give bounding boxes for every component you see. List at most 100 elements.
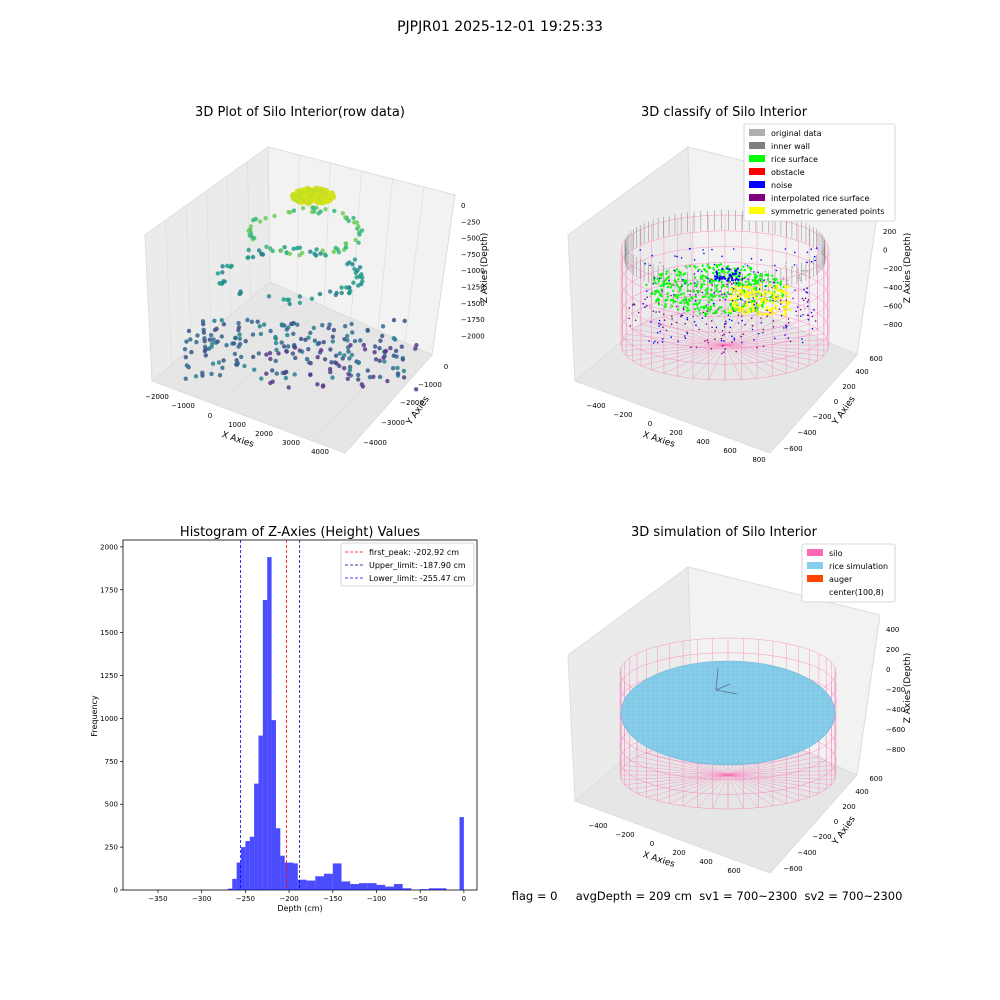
rice-surface-point bbox=[664, 299, 667, 302]
noise-point bbox=[806, 261, 808, 264]
panel1-zlabel: Z Axies (Depth) bbox=[480, 233, 490, 304]
z-tick-label: 200 bbox=[886, 646, 899, 654]
noise-point bbox=[727, 314, 730, 317]
interpolated-point bbox=[802, 299, 805, 301]
original-point bbox=[660, 291, 663, 294]
original-point bbox=[806, 270, 808, 272]
original-point bbox=[706, 280, 709, 283]
original-point bbox=[684, 265, 687, 268]
grid-line bbox=[280, 330, 379, 430]
data-point bbox=[346, 371, 351, 377]
original-point bbox=[803, 307, 806, 310]
original-point bbox=[785, 295, 787, 297]
noise-point bbox=[747, 278, 749, 280]
noise-point bbox=[670, 336, 672, 338]
symmetric-point bbox=[762, 293, 766, 297]
interpolated-point bbox=[769, 311, 771, 314]
noise-point bbox=[763, 279, 765, 281]
data-point bbox=[356, 360, 361, 365]
x-tick-label: 2000 bbox=[255, 430, 273, 438]
data-point bbox=[186, 328, 192, 334]
rice-surface-point bbox=[668, 282, 671, 285]
data-point bbox=[285, 332, 290, 338]
symmetric-point bbox=[741, 291, 744, 294]
symmetric-point bbox=[747, 286, 751, 289]
data-point bbox=[249, 319, 255, 324]
y-tick-label: −400 bbox=[797, 429, 816, 437]
histogram-bar bbox=[267, 557, 272, 890]
interpolated-point bbox=[644, 298, 646, 301]
rice-surface-point bbox=[734, 309, 737, 312]
rice-surface-point bbox=[660, 274, 663, 277]
histogram-bar bbox=[227, 888, 233, 890]
y-tick-label: −1000 bbox=[418, 381, 442, 389]
noise-point bbox=[814, 255, 816, 258]
noise-point bbox=[693, 320, 696, 323]
rice-surface-point bbox=[716, 265, 719, 269]
rice-surface-point bbox=[676, 296, 679, 299]
noise-point bbox=[721, 277, 724, 280]
data-point bbox=[359, 272, 364, 277]
interpolated-point bbox=[714, 330, 716, 332]
histogram-bar bbox=[341, 881, 351, 890]
data-point bbox=[274, 371, 279, 376]
noise-point bbox=[731, 279, 734, 282]
noise-point bbox=[652, 342, 655, 344]
x-tick-label: −200 bbox=[615, 831, 634, 839]
rice-surface-point bbox=[657, 291, 661, 294]
rice-surface-point bbox=[713, 295, 716, 298]
data-point bbox=[264, 352, 269, 357]
noise-point bbox=[723, 293, 726, 296]
data-point bbox=[356, 377, 361, 382]
original-point bbox=[658, 283, 661, 285]
rice-surface-point bbox=[750, 283, 753, 287]
symmetric-point bbox=[785, 305, 789, 309]
data-point bbox=[358, 338, 363, 343]
rice-surface-point bbox=[700, 275, 703, 278]
symmetric-point bbox=[754, 290, 758, 294]
interpolated-point bbox=[685, 299, 688, 301]
y-tick-label: −400 bbox=[797, 849, 816, 857]
symmetric-point bbox=[771, 307, 775, 310]
original-point bbox=[798, 274, 801, 277]
data-point bbox=[359, 382, 364, 387]
rice-surface-point bbox=[718, 271, 721, 275]
interpolated-point bbox=[723, 333, 725, 336]
symmetric-point bbox=[763, 290, 766, 294]
data-point bbox=[395, 371, 401, 376]
z-tick-label: −600 bbox=[883, 302, 902, 310]
symmetric-point bbox=[766, 312, 769, 316]
data-point bbox=[211, 337, 216, 342]
data-point bbox=[220, 264, 225, 269]
rice-surface-point bbox=[678, 301, 682, 304]
original-point bbox=[763, 288, 766, 291]
auger-marker bbox=[715, 683, 731, 691]
noise-point bbox=[709, 280, 711, 282]
original-point bbox=[743, 302, 745, 305]
z-tick-label: −400 bbox=[883, 284, 902, 292]
panel1-grid bbox=[165, 154, 425, 442]
data-point bbox=[297, 294, 302, 299]
symmetric-point bbox=[788, 308, 792, 312]
interpolated-point bbox=[686, 331, 688, 333]
panel1-points bbox=[182, 185, 419, 392]
data-point bbox=[401, 368, 407, 374]
histogram-bar bbox=[245, 841, 250, 890]
rice-surface-point bbox=[676, 273, 679, 277]
panel3-legend: first_peak: -202.92 cm Upper_limit: -187.… bbox=[340, 542, 475, 587]
original-point bbox=[691, 290, 693, 293]
data-point bbox=[282, 344, 287, 349]
rice-surface-point bbox=[686, 300, 689, 304]
interpolated-point bbox=[804, 297, 807, 300]
data-point bbox=[326, 326, 331, 331]
panel2-scene bbox=[620, 210, 830, 381]
x-tick-label: 0 bbox=[650, 840, 654, 848]
data-point bbox=[229, 263, 234, 268]
original-point bbox=[716, 288, 719, 291]
data-point bbox=[306, 347, 311, 352]
silo-spoke bbox=[622, 339, 828, 351]
data-point bbox=[231, 341, 237, 346]
panel3-legend-label: Upper_limit: -187.90 cm bbox=[369, 561, 466, 570]
rice-surface-point bbox=[684, 296, 687, 299]
noise-point bbox=[644, 306, 646, 308]
